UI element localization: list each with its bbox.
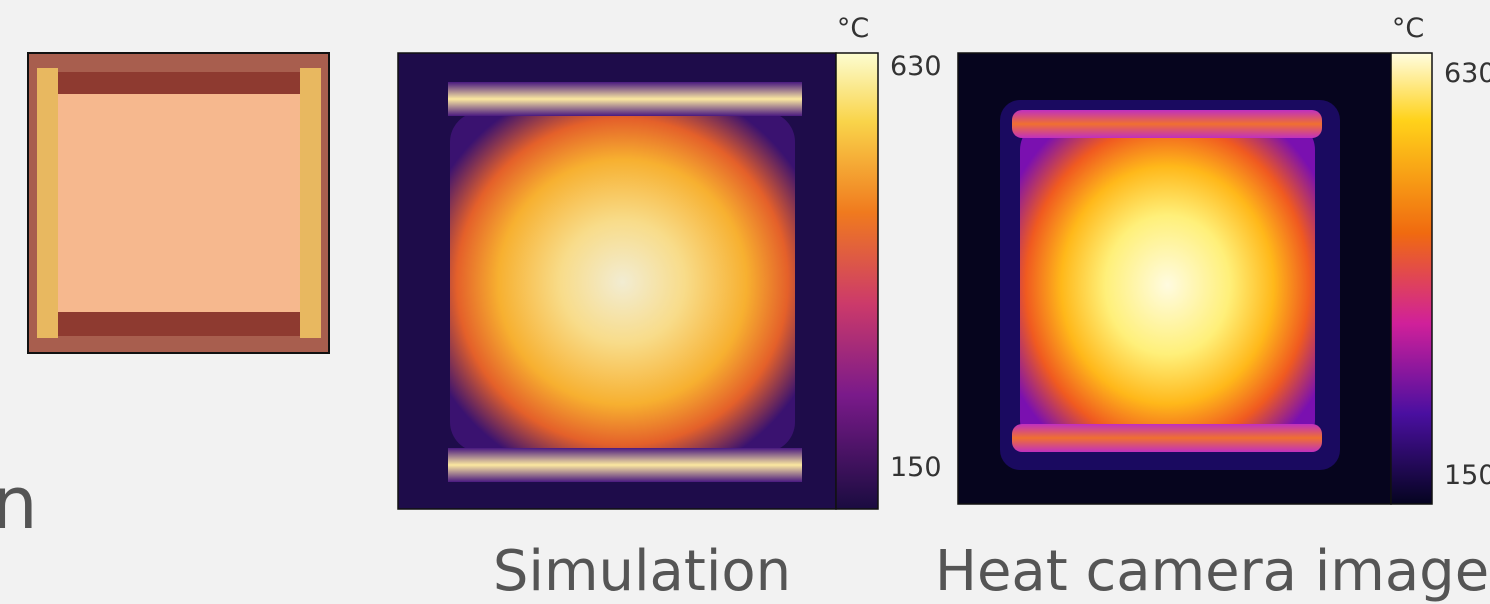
max-label: 630 bbox=[1444, 58, 1490, 89]
caption: Simulation bbox=[493, 539, 791, 604]
camera-image bbox=[958, 53, 1432, 504]
simulation-image bbox=[398, 53, 878, 509]
min-label: 150 bbox=[1444, 460, 1490, 491]
side-text: n bbox=[0, 461, 38, 545]
min-label: 150 bbox=[890, 452, 942, 483]
unit-label: °C bbox=[1392, 13, 1424, 44]
max-label: 630 bbox=[890, 51, 942, 82]
caption: Heat camera image bbox=[935, 539, 1489, 604]
unit-label: °C bbox=[837, 13, 869, 44]
page: {"side_text": "n", "simulation": {"unit"… bbox=[0, 0, 1490, 604]
chip-photo bbox=[28, 53, 329, 353]
slide: n °C 630 150 Simulation °C 630 150 Heat … bbox=[0, 0, 1490, 604]
